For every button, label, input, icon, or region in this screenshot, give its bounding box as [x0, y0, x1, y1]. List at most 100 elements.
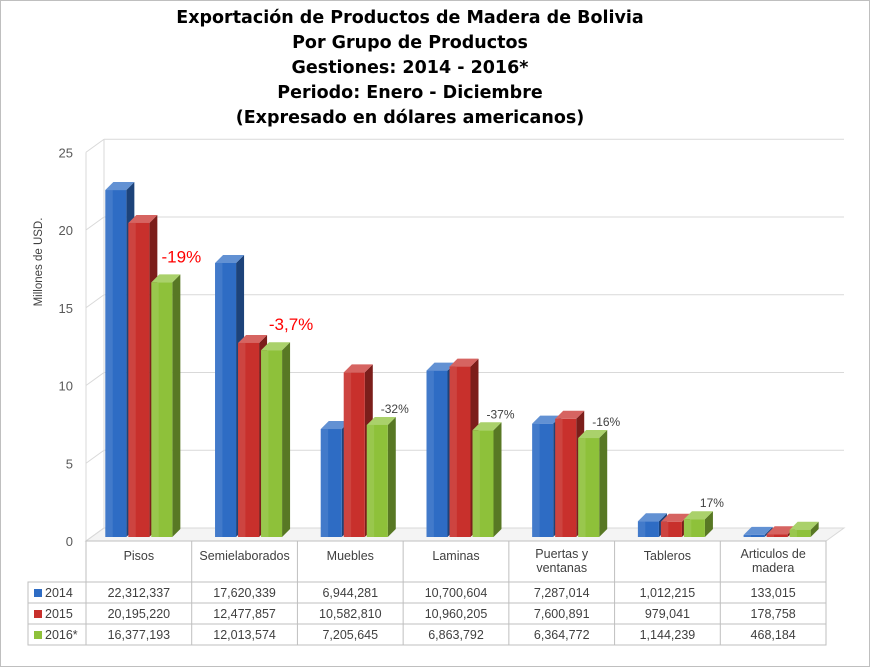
bar-top [472, 422, 502, 431]
data-table: Pisos Semielaborados Muebles Laminas Puertas… [27, 540, 827, 646]
chart-subtitle-period: Periodo: Enero - Diciembre [277, 83, 543, 103]
bar-top [238, 334, 268, 343]
bar-2016-4 [578, 430, 608, 537]
bar-top [151, 274, 181, 283]
chart-subtitle-years: Gestiones: 2014 - 2016* [291, 58, 529, 78]
bar-top [426, 362, 456, 371]
table-cell: 10,960,205 [425, 607, 488, 621]
y-tick-label: 15 [59, 301, 73, 316]
bar-side [493, 422, 502, 537]
table-cell: 1,012,215 [640, 586, 696, 600]
chart-title-block: Exportación de Productos de Madera de Bo… [0, 6, 820, 131]
bar-top [532, 415, 562, 424]
bar-highlight [532, 423, 540, 537]
annotation-label: 17% [700, 496, 724, 510]
y-tick-label: 25 [59, 145, 73, 160]
bar-top [449, 358, 479, 367]
annotation-label: -16% [592, 415, 620, 429]
bar-front [789, 529, 811, 537]
bar-side [172, 274, 181, 537]
legend-swatch [34, 589, 42, 597]
category-label: ventanas [536, 561, 587, 575]
bar-top [789, 521, 819, 530]
table-cell: 20,195,220 [108, 607, 171, 621]
side-gridline [85, 138, 105, 153]
category-label: Laminas [432, 549, 479, 563]
chart-subtitle-units: (Expresado en dólares americanos) [235, 108, 585, 128]
bar-top [366, 416, 396, 425]
side-gridline [85, 449, 105, 464]
bar-highlight [261, 350, 269, 537]
bar-top [215, 255, 245, 264]
legend-label: 2015 [45, 607, 73, 621]
side-gridline [85, 294, 105, 309]
bar-highlight [683, 519, 692, 537]
bar-highlight [151, 282, 159, 537]
bar-top [261, 342, 291, 351]
category-label: madera [752, 561, 794, 575]
category-label: Tableros [644, 549, 691, 563]
table-cell: 7,205,645 [322, 628, 378, 642]
category-label: Articulos de [740, 547, 805, 561]
bar-front [743, 534, 765, 537]
bar-highlight [105, 190, 113, 538]
bar-highlight [426, 370, 434, 537]
bar-top [637, 513, 667, 522]
bar-top [578, 430, 608, 439]
bar-2016-3 [472, 422, 502, 537]
table-cell: 178,758 [751, 607, 796, 621]
bar-top [343, 364, 373, 373]
bar-top [105, 182, 135, 191]
table-cell: 6,944,281 [322, 586, 378, 600]
bar-highlight [238, 342, 246, 537]
bar-highlight [320, 429, 329, 537]
bar-highlight [660, 521, 669, 537]
annotation-label: -32% [381, 402, 409, 416]
table-cell: 16,377,193 [108, 628, 171, 642]
y-axis-title: Millones de USD. [33, 218, 45, 307]
bar-2016-1 [261, 342, 291, 537]
side-gridline [85, 216, 105, 231]
chart-subtitle-group: Por Grupo de Productos [292, 33, 528, 53]
bar-front [766, 534, 788, 537]
bar-highlight [343, 372, 352, 537]
bar-top [683, 511, 713, 520]
bar-2016-6 [789, 521, 819, 537]
annotation-label: -19% [162, 247, 202, 266]
legend-swatch [34, 610, 42, 618]
bar-2016-2 [366, 416, 396, 537]
bar-top [766, 526, 796, 535]
table-cell: 468,184 [751, 628, 796, 642]
legend-label: 2014 [45, 586, 73, 600]
table-cell: 10,700,604 [425, 586, 488, 600]
table-cell: 6,364,772 [534, 628, 590, 642]
bar-highlight [215, 263, 223, 537]
y-tick-label: 10 [59, 379, 73, 394]
table-cell: 12,013,574 [213, 628, 276, 642]
table-cell: 133,015 [751, 586, 796, 600]
bar-side [599, 430, 608, 537]
side-gridline [85, 372, 105, 386]
category-label: Semielaborados [199, 549, 289, 563]
annotation-label: -37% [486, 407, 514, 421]
bar-highlight [555, 418, 563, 537]
bar-highlight [128, 222, 136, 537]
table-cell: 1,144,239 [640, 628, 696, 642]
bar-top [743, 526, 773, 535]
bar-highlight [637, 521, 646, 537]
y-tick-label: 20 [59, 223, 73, 238]
bar-highlight [789, 529, 797, 537]
bar-side [387, 416, 396, 537]
bar-highlight [578, 438, 586, 537]
table-cell: 6,863,792 [428, 628, 484, 642]
table-cell: 17,620,339 [213, 586, 276, 600]
y-tick-label: 5 [66, 456, 73, 471]
annotation-label: -3,7% [269, 315, 313, 334]
table-cell: 979,041 [645, 607, 690, 621]
category-label: Pisos [124, 549, 155, 563]
category-label: Puertas y [535, 547, 589, 561]
bar-top [128, 214, 158, 223]
table-cell: 7,600,891 [534, 607, 590, 621]
bar-highlight [766, 534, 774, 537]
